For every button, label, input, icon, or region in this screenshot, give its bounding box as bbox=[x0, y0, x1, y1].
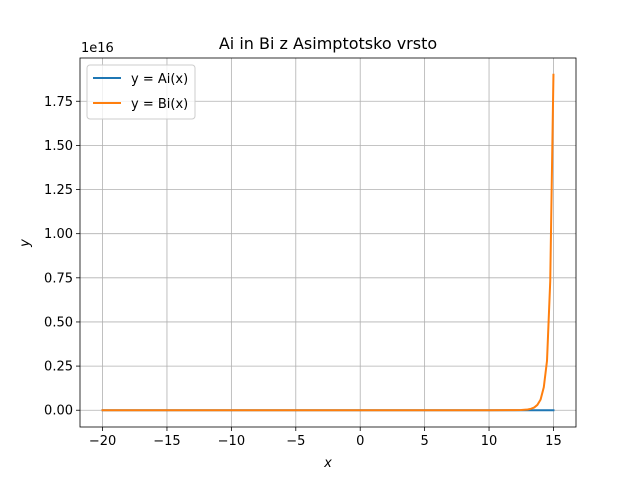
legend: y = Ai(x) y = Bi(x) bbox=[86, 64, 196, 120]
y-tick-label: 0.25 bbox=[44, 360, 73, 375]
x-tick-label: −10 bbox=[218, 434, 245, 449]
x-tick-label: −15 bbox=[153, 434, 180, 449]
y-offset-label: 1e16 bbox=[81, 41, 114, 56]
x-axis-label: x bbox=[323, 456, 332, 471]
ticks: −20 −15 −10 −5 0 5 10 15 0.00 0.25 0.50 0.75 1.00 1.2… bbox=[44, 95, 562, 449]
y-tick-label: 0.75 bbox=[44, 271, 73, 286]
series-line-bi bbox=[101, 73, 555, 412]
y-tick-label: 1.50 bbox=[44, 139, 73, 154]
y-tick-label: 1.00 bbox=[44, 227, 73, 242]
x-tick-label: 15 bbox=[545, 434, 562, 449]
x-tick-label: 5 bbox=[420, 434, 428, 449]
y-tick-label: 0.00 bbox=[44, 404, 73, 419]
x-tick-label: 0 bbox=[356, 434, 364, 449]
legend-label-bi: y = Bi(x) bbox=[131, 97, 188, 112]
x-tick-label: 10 bbox=[481, 434, 498, 449]
plot-frame bbox=[79, 57, 577, 428]
x-tick-label: −5 bbox=[286, 434, 305, 449]
y-tick-label: 1.75 bbox=[44, 95, 73, 110]
chart-title: Ai in Bi z Asimptotsko vrsto bbox=[219, 34, 437, 53]
y-tick-label: 0.50 bbox=[44, 315, 73, 330]
x-tick-label: −20 bbox=[89, 434, 116, 449]
y-tick-label: 1.25 bbox=[44, 183, 73, 198]
series-layer bbox=[101, 73, 555, 412]
legend-label-ai: y = Ai(x) bbox=[131, 72, 188, 87]
y-axis-label: y bbox=[18, 239, 33, 248]
